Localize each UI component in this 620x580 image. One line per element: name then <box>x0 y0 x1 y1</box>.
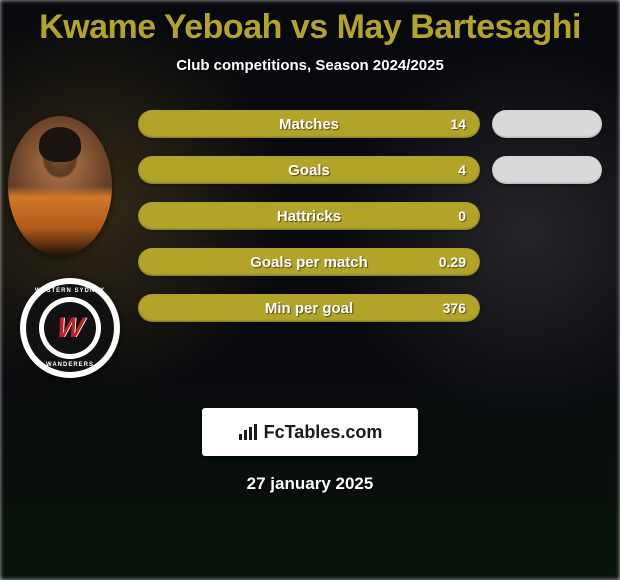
player1-name: Kwame Yeboah <box>39 8 282 46</box>
club-badge-center: W <box>44 302 96 354</box>
stats-area: WESTERN SYDNEY W WANDERERS Matches 14 Go… <box>0 110 620 370</box>
stat-value: 14 <box>450 116 466 132</box>
fctables-logo-text: FcTables.com <box>264 422 383 443</box>
stat-bar-min-per-goal: Min per goal 376 <box>138 294 480 322</box>
player2-name: May Bartesaghi <box>337 8 581 46</box>
fctables-logo: FcTables.com <box>202 408 418 456</box>
player1-avatar <box>8 116 112 256</box>
player1-club-badge: WESTERN SYDNEY W WANDERERS <box>20 278 120 378</box>
page-title: Kwame Yeboah vs May Bartesaghi <box>0 8 620 47</box>
stat-pill-goals <box>492 156 602 184</box>
player1-column: WESTERN SYDNEY W WANDERERS <box>0 110 138 370</box>
stat-bar-matches: Matches 14 <box>138 110 480 138</box>
stat-label: Goals <box>288 162 330 179</box>
stat-bar-hattricks: Hattricks 0 <box>138 202 480 230</box>
vs-text: vs <box>291 8 328 46</box>
subtitle: Club competitions, Season 2024/2025 <box>0 57 620 74</box>
chart-icon <box>238 423 258 441</box>
stat-label: Matches <box>279 116 339 133</box>
player1-avatar-image <box>8 116 112 256</box>
club-badge-text-top: WESTERN SYDNEY <box>35 288 105 294</box>
club-badge-text-bottom: WANDERERS <box>46 362 94 368</box>
stat-pill-matches <box>492 110 602 138</box>
comparison-card: Kwame Yeboah vs May Bartesaghi Club comp… <box>0 0 620 580</box>
club-badge-letter: W <box>55 312 85 344</box>
stat-value: 376 <box>443 300 466 316</box>
stat-value: 4 <box>458 162 466 178</box>
stat-value: 0 <box>458 208 466 224</box>
stat-bar-goals: Goals 4 <box>138 156 480 184</box>
stat-bar-goals-per-match: Goals per match 0.29 <box>138 248 480 276</box>
stat-value: 0.29 <box>439 254 466 270</box>
stat-label: Hattricks <box>277 208 341 225</box>
content: Kwame Yeboah vs May Bartesaghi Club comp… <box>0 0 620 494</box>
stat-label: Goals per match <box>250 254 368 271</box>
player2-pills <box>480 110 620 322</box>
club-badge-ring: WESTERN SYDNEY W WANDERERS <box>26 284 114 372</box>
date-text: 27 january 2025 <box>0 474 620 494</box>
player1-bars: Matches 14 Goals 4 Hattricks 0 Goals per… <box>138 110 480 322</box>
stat-label: Min per goal <box>265 300 353 317</box>
